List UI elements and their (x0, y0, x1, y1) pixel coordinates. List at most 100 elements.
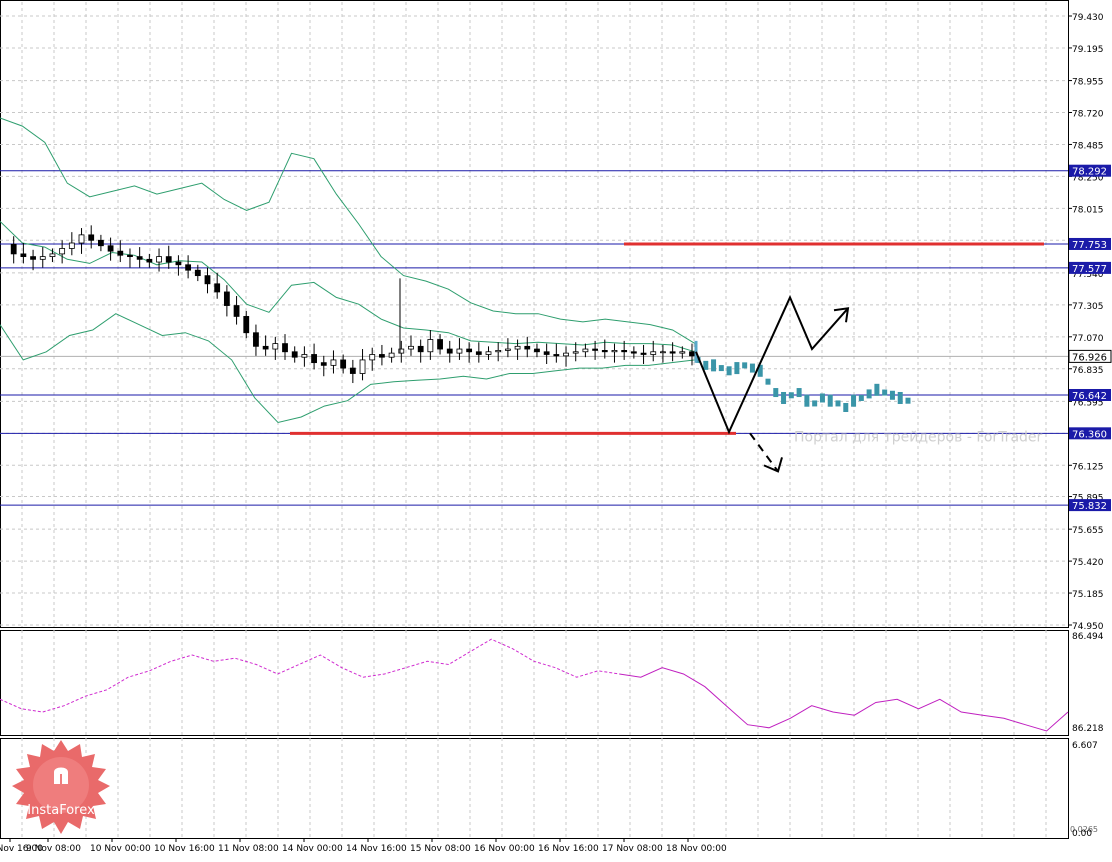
time-tick-label: 10 Nov 00:00 (90, 844, 151, 854)
bollinger-upper-band (0, 117, 696, 345)
indicator1-tick-label: 86.494 (1072, 632, 1104, 642)
candle-body (379, 354, 385, 358)
price-tick-label: 76.595 (1072, 398, 1104, 408)
price-tick-label: 74.950 (1072, 622, 1104, 632)
price-tick-label: 75.895 (1072, 494, 1104, 504)
candle-body (272, 343, 279, 350)
forecast-bar (796, 388, 802, 398)
candle-body (524, 345, 531, 350)
candle-body (117, 250, 124, 256)
indicator1-line-dashed (0, 638, 620, 713)
level-label: 78.292 (1072, 167, 1107, 178)
forecast-bar (843, 403, 849, 412)
forecast-bar (858, 394, 864, 401)
forecast-bar (812, 400, 818, 407)
price-tick-label: 78.015 (1072, 205, 1104, 215)
time-tick-label: 14 Nov 16:00 (346, 844, 407, 854)
candle-body (504, 348, 511, 351)
forecast-bar (905, 397, 911, 404)
forecast-bar (827, 394, 833, 407)
candle-body (427, 339, 434, 353)
candle-body (98, 239, 104, 247)
price-tick-label: 79.430 (1072, 13, 1104, 23)
candle-body (592, 348, 598, 351)
level-label: 77.753 (1072, 240, 1107, 251)
level-label: 76.642 (1072, 391, 1107, 402)
candle-body (68, 242, 75, 249)
forecast-bar (851, 394, 857, 407)
time-tick-label: 17 Nov 08:00 (602, 844, 663, 854)
time-tick-label: 8 Nov 16:00 (0, 844, 43, 854)
forecast-bar (718, 365, 724, 372)
level-label-box (1069, 388, 1111, 401)
candle-body (233, 305, 240, 317)
candle-body (136, 256, 143, 260)
price-tick-label: 75.420 (1072, 558, 1104, 568)
logo-disc (33, 757, 89, 813)
candle-body (640, 352, 647, 355)
scenario-dashed-arrowhead (763, 457, 783, 473)
forecast-bar (703, 360, 709, 370)
indicator1-panel-frame (0, 630, 1069, 736)
level-label-box (1069, 164, 1111, 177)
forecast-bar (835, 400, 841, 407)
indicator2-small-label: 0.0265 (1070, 825, 1098, 834)
candle-body (349, 367, 356, 374)
candle-body (291, 351, 298, 358)
candle-body (78, 234, 85, 244)
candle-body (534, 348, 540, 353)
level-label: 75.832 (1072, 501, 1107, 512)
candle-body (301, 354, 308, 358)
price-tick-label: 79.195 (1072, 45, 1104, 55)
price-tick-label: 77.305 (1072, 302, 1104, 312)
candle-body (572, 351, 579, 354)
forecast-bar (695, 356, 701, 363)
candle-body (601, 350, 608, 353)
forecast-bar (889, 390, 895, 400)
forecast-bar (749, 363, 755, 373)
candle-body (417, 345, 424, 353)
time-tick-label: 10 Nov 16:00 (154, 844, 215, 854)
bollinger-lower-band (0, 313, 696, 424)
candle-body (466, 348, 473, 353)
level-label: 77.577 (1072, 264, 1107, 275)
candle-body (156, 256, 162, 263)
level-label-box (1069, 237, 1111, 250)
candle-body (311, 354, 317, 364)
candle-body (107, 245, 114, 252)
forecast-bar (742, 362, 748, 369)
indicator2-tick-label: 6.607 (1072, 741, 1098, 751)
forecast-bar (726, 366, 732, 376)
candle-body (39, 256, 46, 260)
candle-body (650, 351, 657, 355)
candle-body (320, 362, 327, 366)
price-tick-label: 78.250 (1072, 173, 1104, 183)
time-tick-label: 15 Nov 08:00 (410, 844, 471, 854)
forecast-bar (882, 389, 888, 396)
candle-body (456, 348, 463, 354)
forecast-bar (819, 393, 825, 403)
time-tick-label: 11 Nov 08:00 (218, 844, 279, 854)
candle-body (127, 254, 133, 258)
price-tick-label: 78.720 (1072, 110, 1104, 120)
candle-body (679, 351, 686, 354)
forecast-bar (897, 391, 903, 404)
scenario-dashed-path (749, 432, 779, 472)
candle-body (611, 350, 618, 353)
candle-body (30, 256, 36, 260)
price-tick-label: 77.070 (1072, 334, 1104, 344)
candle-body (485, 351, 492, 355)
indicator1-line (619, 667, 1069, 732)
candle-body (282, 343, 288, 353)
price-tick-label: 78.485 (1072, 141, 1104, 151)
candle-body (243, 316, 250, 334)
candle-body (253, 332, 259, 347)
forecast-bar (734, 362, 740, 375)
candle-body (204, 275, 211, 285)
candle-body (563, 352, 569, 357)
level-label-box (1069, 499, 1111, 512)
candle-body (660, 351, 666, 354)
indicator2-tick-label: 0.00 (1072, 829, 1092, 839)
